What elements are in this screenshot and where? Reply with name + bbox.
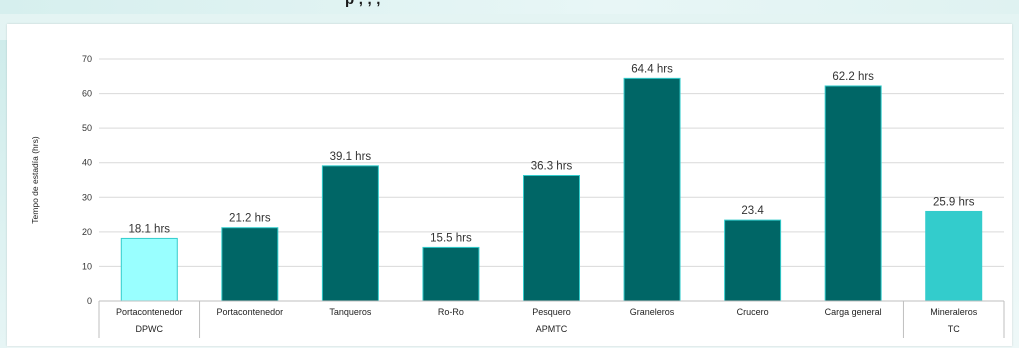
header-strip: [0, 0, 1019, 14]
y-tick-label: 30: [82, 192, 92, 202]
group-label: APMTC: [536, 324, 568, 334]
data-labels: 18.1 hrs 21.2 hrs 39.1 hrs 15.5 hrs 36.3 hrs…: [128, 63, 974, 244]
y-axis-label: Tempo de estadía (hrs): [30, 136, 40, 224]
bar: [925, 210, 983, 302]
left-accent-bar: [0, 40, 7, 348]
category-label: Carga general: [825, 307, 882, 317]
data-label: 23.4: [741, 205, 764, 217]
y-tick-label: 60: [82, 89, 92, 99]
category-label: Ro-Ro: [438, 307, 464, 317]
y-tick-label: 50: [82, 123, 92, 133]
y-tick-label: 70: [82, 54, 92, 64]
category-label: Graneleros: [630, 307, 675, 317]
page-title: p , , ,: [345, 0, 381, 8]
bar: [623, 77, 681, 302]
group-label: DPWC: [136, 324, 164, 334]
data-label: 62.2 hrs: [832, 71, 874, 83]
bar: [422, 246, 480, 302]
bars: [120, 77, 983, 302]
category-label: Pesquero: [532, 307, 571, 317]
x-axis: Portacontenedor Portacontenedor Tanqueros R…: [98, 300, 1005, 338]
category-label: Tanqueros: [329, 307, 372, 317]
y-tick-label: 0: [87, 296, 92, 306]
bar: [120, 237, 178, 302]
bar: [523, 175, 580, 302]
data-label: 25.9 hrs: [933, 196, 975, 208]
y-tick-label: 40: [82, 158, 92, 168]
bar: [321, 165, 379, 302]
category-label: Mineraleros: [930, 307, 978, 317]
bar: [221, 227, 279, 302]
y-tick-label: 20: [82, 227, 92, 237]
y-tick-label: 10: [82, 261, 92, 271]
data-label: 18.1 hrs: [128, 223, 170, 235]
category-label: Portacontenedor: [116, 307, 183, 317]
data-label: 64.4 hrs: [631, 63, 673, 75]
data-label: 39.1 hrs: [330, 151, 372, 163]
bar: [824, 85, 882, 302]
bar: [724, 219, 782, 302]
category-label: Crucero: [737, 307, 769, 317]
data-label: 21.2 hrs: [229, 213, 271, 225]
data-label: 15.5 hrs: [430, 232, 472, 244]
y-axis-ticks: 0 10 20 30 40 50 60 70: [82, 54, 92, 306]
data-label: 36.3 hrs: [531, 161, 573, 173]
group-label: TC: [948, 324, 960, 334]
category-label: Portacontenedor: [217, 307, 284, 317]
